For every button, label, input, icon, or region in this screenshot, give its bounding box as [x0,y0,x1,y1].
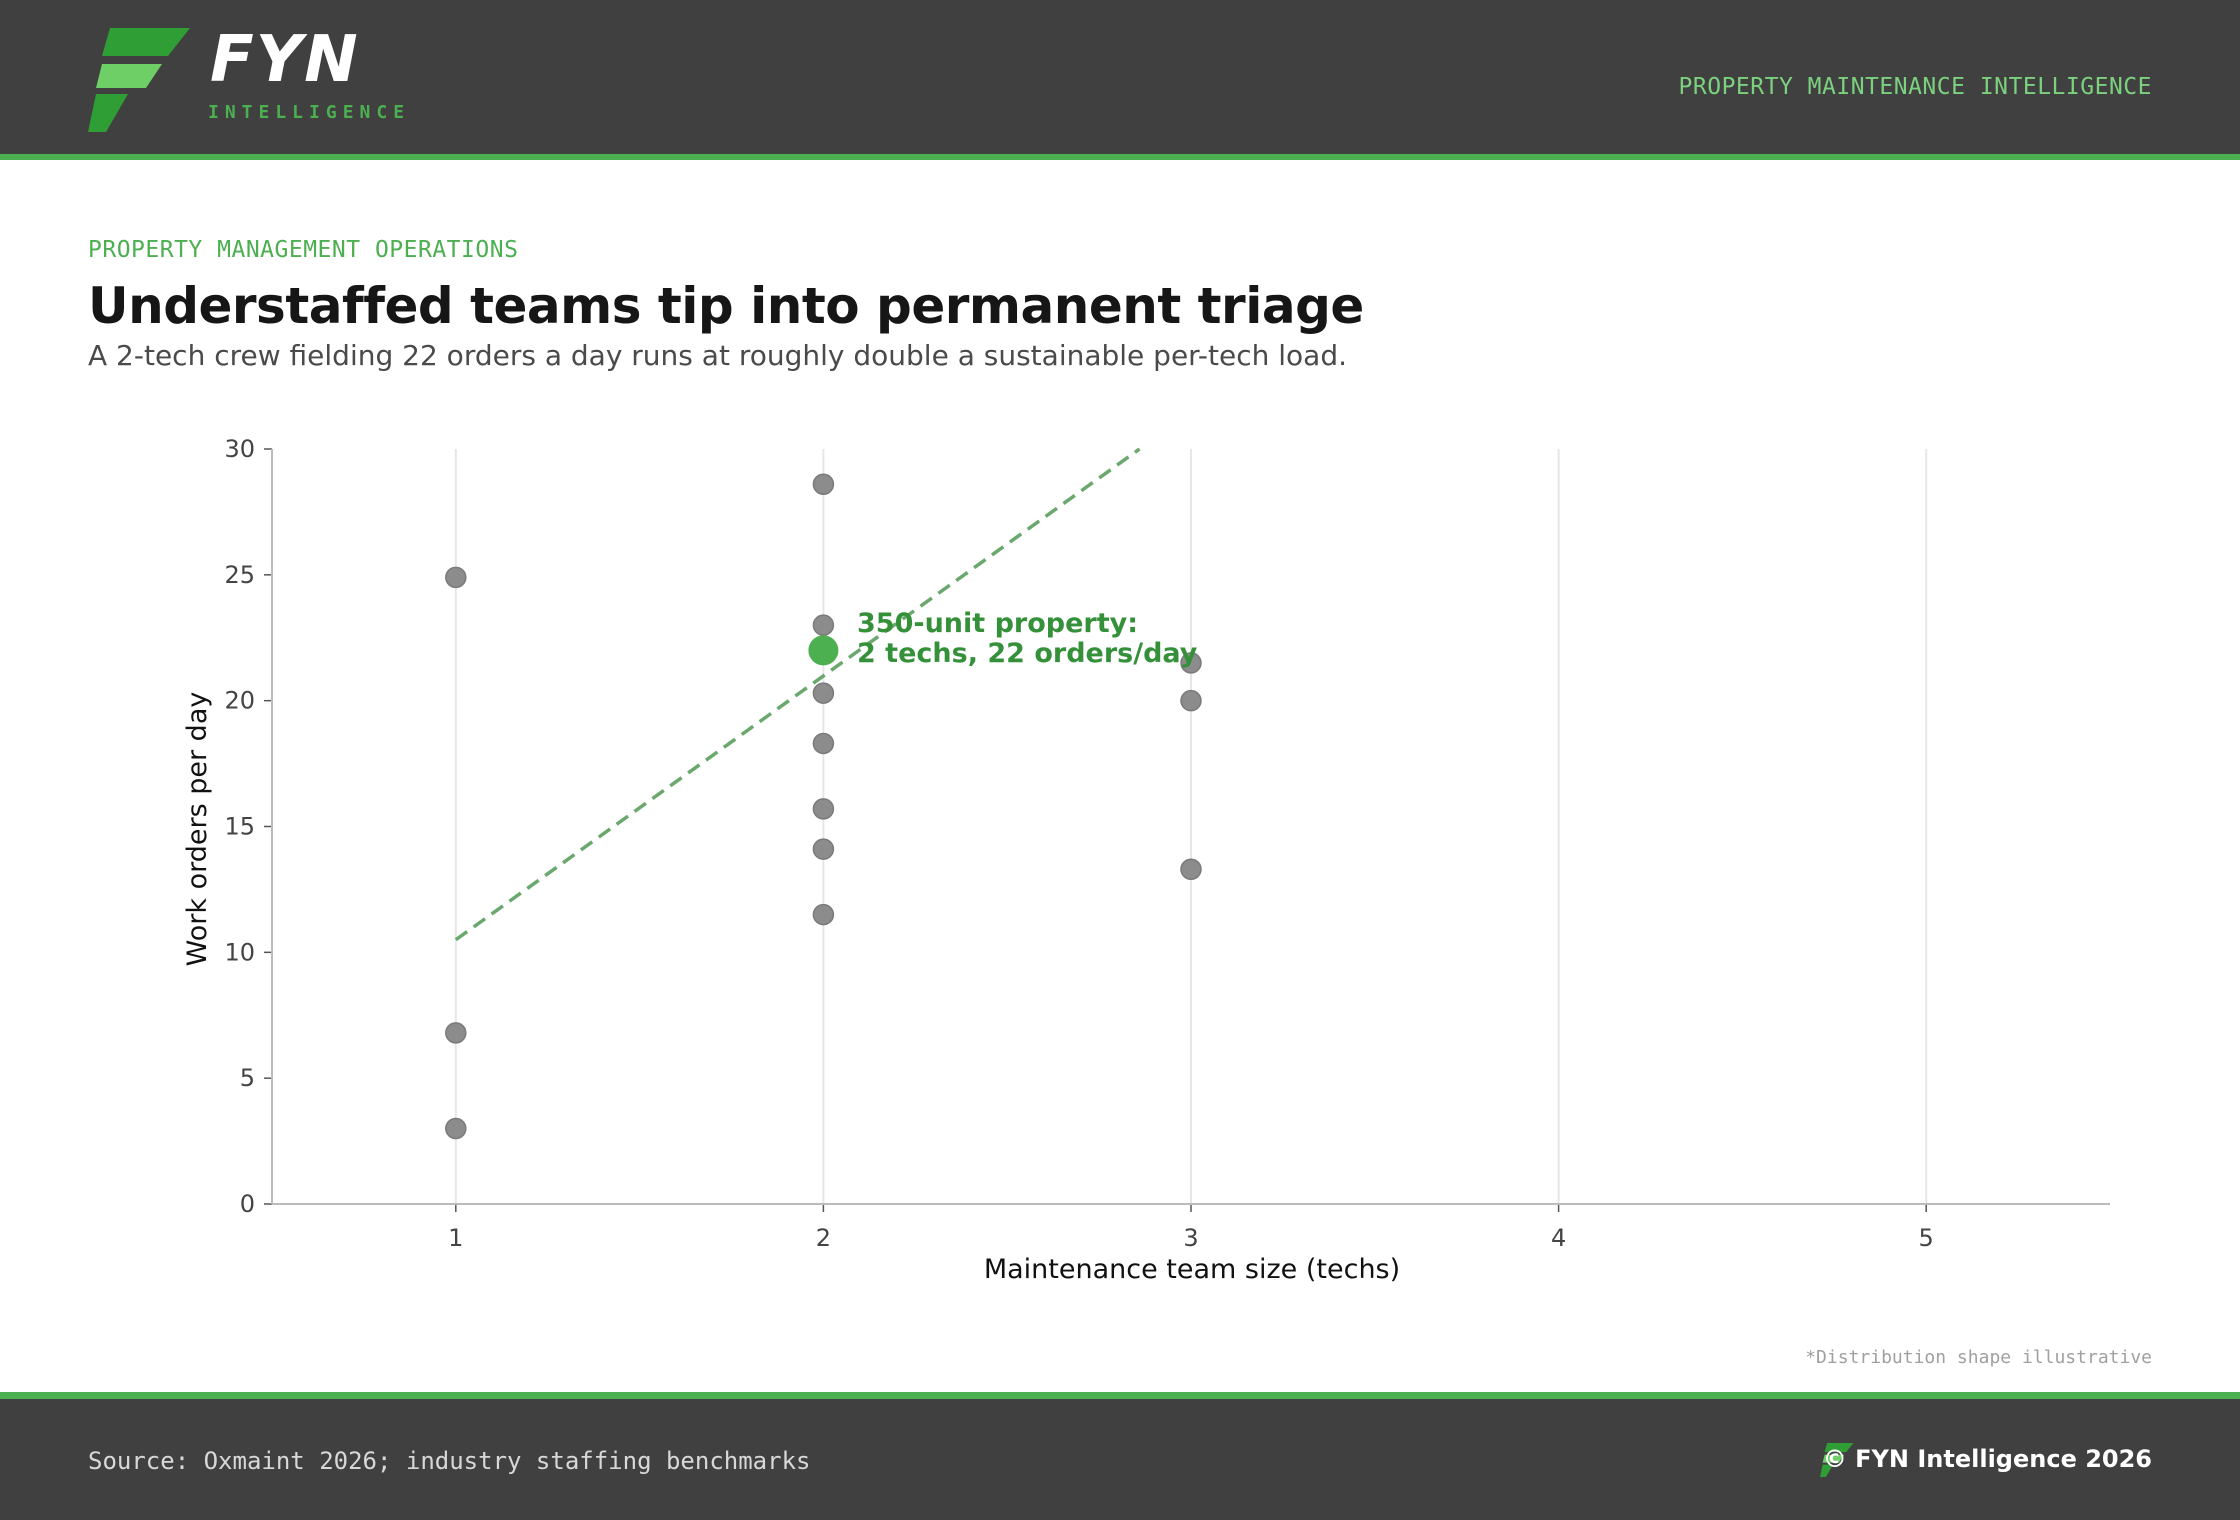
header-bar: FYN INTELLIGENCE PROPERTY MAINTENANCE IN… [0,0,2240,160]
axes [264,448,2110,1212]
data-point-0 [445,566,467,589]
copyright-text: © FYN Intelligence 2026 [1822,1445,2152,1473]
data-point-5 [812,682,835,704]
data-point-1 [445,1022,467,1044]
y-tick-label-25: 25 [224,561,255,589]
brand-name: FYN [210,23,360,97]
y-tick-label-30: 30 [224,435,255,463]
footer-bar: Source: Oxmaint 2026; industry staffing … [0,1392,2240,1520]
data-point-2 [445,1117,467,1140]
y-tick-label-5: 5 [240,1064,255,1092]
data-points [445,473,1202,1140]
x-tick-label-3: 3 [1183,1224,1198,1252]
y-axis-label: Work orders per day [182,692,213,967]
x-tick-label-1: 1 [448,1224,463,1252]
data-point-3 [812,473,835,495]
annotation-line-1: 350-unit property: [857,608,1138,639]
tick-labels: 1 2 3 4 5 0 5 10 15 20 25 30 [224,435,1933,1252]
grid-lines [454,449,1928,1204]
source-text: Source: Oxmaint 2026; industry staffing … [88,1447,811,1475]
page-title: Understaffed teams tip into permanent tr… [88,277,1364,335]
y-tick-label-0: 0 [240,1190,255,1218]
data-point-7 [812,798,835,820]
fyn-logo-icon [88,28,190,132]
fyn-small-logo-icon [1820,1443,1854,1477]
highlight-point [808,635,839,666]
data-point-10 [1180,652,1202,674]
y-tick-label-20: 20 [224,687,255,715]
data-point-11 [1180,689,1202,712]
y-tick-label-15: 15 [224,813,255,841]
data-point-8 [812,838,835,860]
section-kicker: PROPERTY MANAGEMENT OPERATIONS [88,237,519,263]
brand-subtitle: INTELLIGENCE [208,102,411,123]
data-point-12 [1180,858,1202,881]
trend-line [454,447,1141,942]
y-tick-label-10: 10 [224,938,255,966]
trend-line-group [454,447,1141,942]
x-tick-label-4: 4 [1551,1224,1566,1252]
annotation: 350-unit property: 2 techs, 22 orders/da… [857,608,1198,669]
data-point-6 [812,732,835,755]
header-tagline: PROPERTY MAINTENANCE INTELLIGENCE [1678,74,2152,100]
x-tick-label-5: 5 [1919,1224,1934,1252]
x-axis-label: Maintenance team size (techs) [984,1254,1400,1285]
x-tick-label-2: 2 [816,1224,831,1252]
page-subtitle: A 2-tech crew fielding 22 orders a day r… [88,339,1347,372]
annotation-line-2: 2 techs, 22 orders/day [857,638,1198,669]
footnote: *Distribution shape illustrative [1805,1347,2152,1368]
data-point-4 [812,614,835,636]
data-point-9 [812,903,835,926]
